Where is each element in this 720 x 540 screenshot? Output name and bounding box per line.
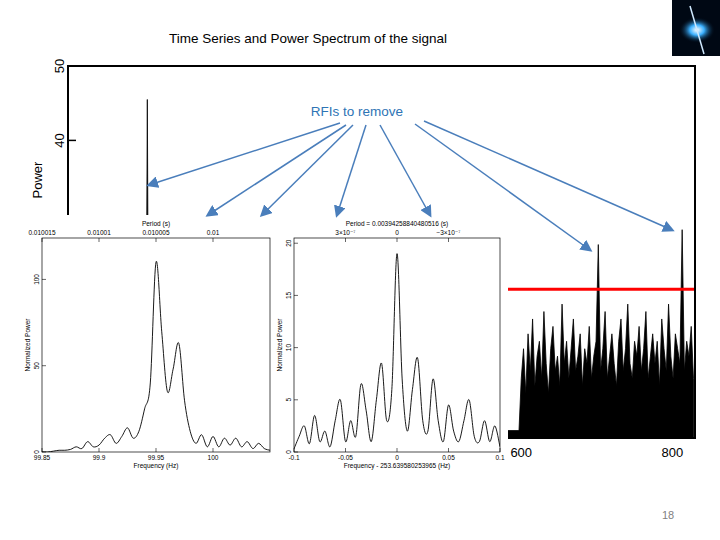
- y-tick: [68, 140, 76, 142]
- y-tick: [42, 279, 46, 280]
- inset-background: [276, 215, 508, 472]
- y-tick: [68, 65, 76, 67]
- annotation-arrow: [337, 125, 366, 215]
- y-tick: [42, 365, 46, 366]
- x2-tick-label: 0.01: [207, 229, 220, 236]
- x2-tick: [99, 238, 100, 242]
- annotation: RFIs to remove: [149, 104, 672, 250]
- x-tick: [397, 448, 398, 452]
- x-tick: [294, 448, 295, 452]
- annotation-arrow: [415, 124, 590, 250]
- x-tick: [99, 448, 100, 452]
- x-tick: [500, 448, 501, 452]
- inset-title: Period = 0.00394258840480516 (s): [346, 220, 448, 228]
- y-tick: [294, 295, 298, 296]
- x-tick-label: 0: [395, 454, 399, 461]
- slide: 4050600800Power99.8599.999.951000.010015…: [0, 0, 720, 540]
- y-tick: [294, 452, 298, 453]
- y-tick-label: 50: [33, 362, 40, 370]
- y-tick-label: 0: [33, 450, 40, 454]
- plot-area: [42, 261, 270, 452]
- x2-tick: [345, 238, 346, 242]
- inset-chart: 99.85 99.9 99.95 100 0.010015 0.01001 0.010005…: [22, 215, 276, 472]
- annotation-arrow: [262, 125, 353, 215]
- plot-area: [294, 254, 500, 449]
- y-tick-label: 10: [285, 344, 292, 352]
- x-tick: [345, 448, 346, 452]
- inset-background: [22, 215, 276, 472]
- x2-tick-label: 3×10⁻⁷: [335, 229, 356, 236]
- y-tick-label: 0: [285, 450, 292, 454]
- x-tick-label: 99.9: [93, 454, 106, 461]
- x2-tick: [397, 238, 398, 242]
- annotation-arrow: [149, 123, 340, 185]
- y-axis-label: Normalized Power: [276, 318, 283, 372]
- x2-tick: [448, 238, 449, 242]
- power-curve: [294, 254, 500, 449]
- icon-background: [672, 0, 720, 56]
- x2-tick-label: −3×10⁻⁷: [436, 229, 461, 236]
- inset-title: Period (s): [142, 220, 170, 228]
- y-tick: [42, 452, 46, 453]
- power-curve: [42, 261, 270, 452]
- pulsar-icon: [672, 0, 720, 56]
- x-tick-label: -0.1: [288, 454, 300, 461]
- x2-tick-label: 0.010015: [28, 229, 55, 236]
- inset-chart: -0.1 -0.05 0 0.05 0.1 3×10⁻⁷ 0 −3×10⁻⁷ 0 5 10 15 20 P…: [276, 215, 508, 472]
- y-tick: [294, 347, 298, 348]
- x-axis-label: Frequency - 253.639580253965 (Hz): [344, 462, 451, 470]
- y-tick-label: 50: [52, 59, 67, 73]
- y-tick: [294, 399, 298, 400]
- x-tick-label: 100: [208, 454, 219, 461]
- x-tick: [672, 430, 674, 438]
- x2-tick: [213, 238, 214, 242]
- x-tick-label: 800: [661, 445, 683, 460]
- x2-tick-label: 0.01001: [87, 229, 111, 236]
- x-axis-label: Frequency (Hz): [134, 462, 179, 470]
- x2-tick-label: 0.010005: [142, 229, 169, 236]
- annotation-text: RFIs to remove: [311, 104, 403, 119]
- x-tick-label: 99.95: [148, 454, 165, 461]
- x-tick: [42, 448, 43, 452]
- x-tick: [156, 448, 157, 452]
- annotation-arrow: [424, 121, 672, 230]
- x-tick: [213, 448, 214, 452]
- icon-beam: [690, 6, 704, 54]
- x-tick-label: 99.85: [34, 454, 51, 461]
- y-tick-label: 40: [52, 133, 67, 147]
- y-axis-label: Power: [30, 161, 45, 199]
- slide-title: Time Series and Power Spectrum of the si…: [169, 31, 447, 46]
- frame: [42, 238, 270, 452]
- y-tick-label: 5: [285, 398, 292, 402]
- x-tick-label: 0.1: [495, 454, 504, 461]
- annotation-arrow: [380, 125, 430, 215]
- x2-tick: [42, 238, 43, 242]
- y-tick-label: 100: [33, 274, 40, 285]
- y-tick-label: 15: [285, 291, 292, 299]
- x-tick: [448, 448, 449, 452]
- page-number: 18: [662, 509, 674, 521]
- x-tick: [521, 430, 523, 438]
- x2-tick: [156, 238, 157, 242]
- y-axis-label: Normalized Power: [24, 318, 31, 372]
- y-tick: [294, 243, 298, 244]
- x2-tick-label: 0: [395, 229, 399, 236]
- x-tick-label: -0.05: [338, 454, 353, 461]
- y-tick-label: 20: [285, 239, 292, 247]
- annotation-arrow: [208, 125, 346, 215]
- x-tick-label: 600: [510, 445, 532, 460]
- frame: [294, 238, 500, 452]
- x-tick-label: 0.05: [442, 454, 455, 461]
